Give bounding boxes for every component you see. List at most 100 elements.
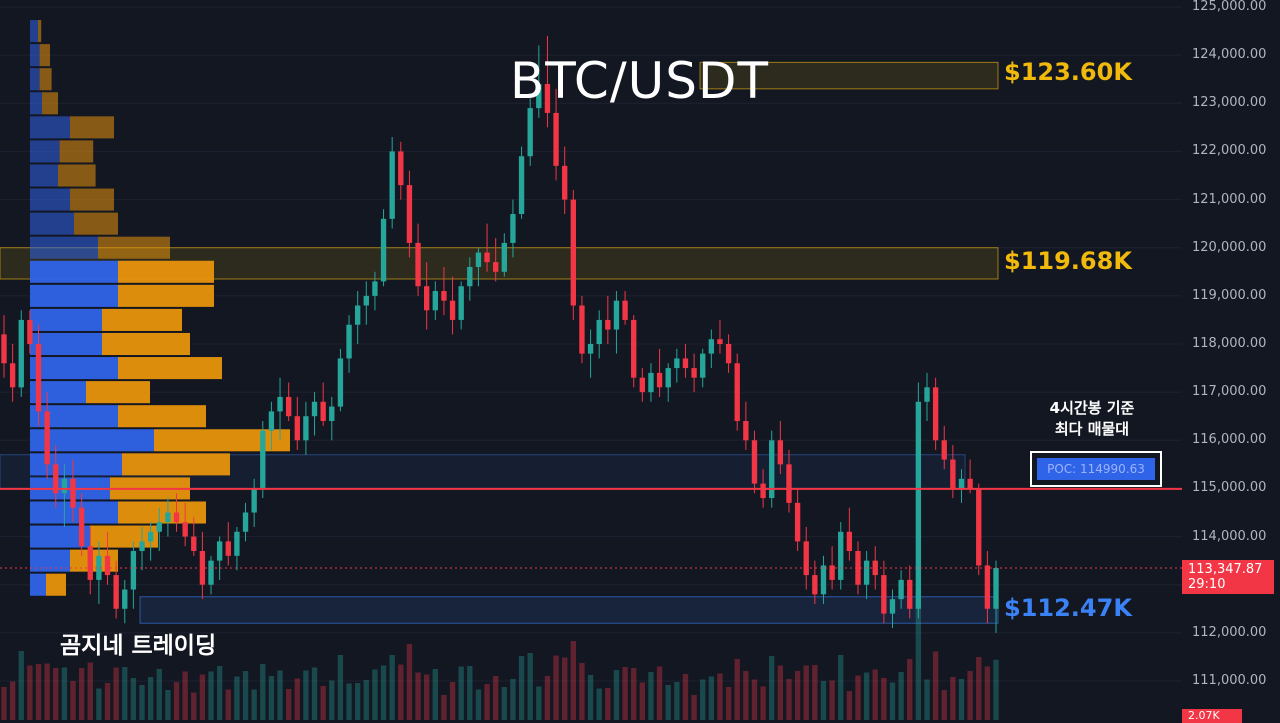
poc-label: POC: 114990.63: [1037, 458, 1155, 480]
candle: [941, 425, 947, 470]
volume-bar: [820, 681, 827, 720]
candle-body: [70, 478, 76, 508]
candle-body: [191, 536, 197, 552]
volume-bar: [915, 587, 922, 720]
candle-body: [61, 478, 68, 494]
candle: [682, 344, 689, 378]
candle: [61, 464, 68, 527]
candle: [9, 344, 16, 402]
candle-body: [139, 541, 145, 552]
volume-bar: [216, 666, 223, 720]
candle-body: [493, 262, 499, 272]
candle-body: [881, 575, 887, 614]
profile-sell-bar: [70, 116, 114, 139]
candle: [587, 329, 594, 378]
candle-body: [907, 579, 913, 609]
candle: [915, 382, 922, 619]
candle-body: [562, 165, 568, 200]
candle-body: [320, 401, 326, 422]
volume-bar: [553, 655, 559, 720]
candle: [268, 401, 275, 450]
candle-body: [277, 396, 283, 412]
price-tick: 119,000.00: [1192, 287, 1267, 303]
volume-bar: [579, 663, 585, 720]
profile-buy-bar: [30, 381, 86, 404]
candle-body: [87, 546, 93, 580]
candle-body: [96, 555, 102, 580]
candle: [691, 353, 697, 393]
candle: [734, 353, 740, 431]
volume-bar: [889, 682, 896, 720]
candle-body: [674, 358, 680, 369]
volume-bar: [260, 664, 266, 720]
candle: [518, 146, 525, 219]
candle: [562, 146, 568, 215]
candle-body: [743, 421, 749, 441]
candle: [329, 396, 335, 441]
candle: [613, 291, 620, 354]
candle: [147, 522, 154, 561]
candle-body: [44, 411, 50, 465]
candle-body: [993, 567, 999, 609]
profile-sell-bar: [86, 381, 150, 404]
candle-body: [769, 440, 775, 499]
volume-bar: [510, 679, 516, 720]
candle-body: [1, 334, 7, 364]
candle: [993, 560, 999, 633]
volume-bar: [225, 689, 231, 720]
candle: [337, 348, 344, 412]
candle-body: [846, 531, 853, 552]
candle: [311, 392, 318, 436]
volume-bar: [389, 655, 395, 720]
candle-body: [898, 579, 904, 600]
candle: [216, 536, 223, 580]
volume-bar: [70, 681, 76, 720]
candle-body: [354, 305, 361, 325]
candle: [208, 555, 214, 595]
volume-bar: [311, 667, 318, 720]
candle: [838, 522, 844, 590]
level-band: [139, 596, 999, 624]
candle: [536, 45, 542, 118]
volume-bar: [18, 651, 24, 720]
candle-body: [820, 565, 827, 595]
candle: [898, 570, 904, 609]
volume-bar: [725, 687, 732, 720]
candle: [484, 223, 490, 272]
candle: [846, 507, 853, 561]
candle: [794, 488, 801, 552]
candle: [751, 430, 758, 494]
candle-body: [812, 575, 818, 595]
candle-body: [889, 599, 896, 614]
candle: [130, 541, 137, 609]
volume-bar: [415, 672, 421, 720]
candle: [674, 348, 680, 383]
candle-body: [260, 430, 266, 489]
candle: [596, 310, 602, 359]
volume-bar: [484, 684, 490, 720]
candle: [113, 560, 119, 619]
volume-bar: [743, 671, 749, 720]
candle: [501, 233, 507, 277]
candle-body: [53, 464, 59, 494]
candle-body: [682, 358, 689, 369]
candle-body: [725, 344, 732, 364]
current-price: 113,347.87: [1188, 562, 1263, 577]
candle: [78, 493, 85, 556]
profile-buy-bar: [30, 140, 60, 163]
candle: [579, 295, 585, 364]
candle-body: [424, 286, 430, 311]
candle: [354, 291, 361, 344]
volume-bar: [346, 683, 352, 720]
poc-note-line1: 4시간봉 기준: [1049, 399, 1135, 417]
candle: [173, 493, 180, 532]
candle: [44, 392, 50, 479]
volume-bar: [898, 672, 904, 720]
volume-bar: [967, 671, 973, 720]
candle-body: [656, 372, 663, 388]
candle: [769, 430, 775, 508]
candle: [984, 551, 991, 624]
candle: [570, 189, 576, 320]
candle-body: [458, 286, 464, 320]
